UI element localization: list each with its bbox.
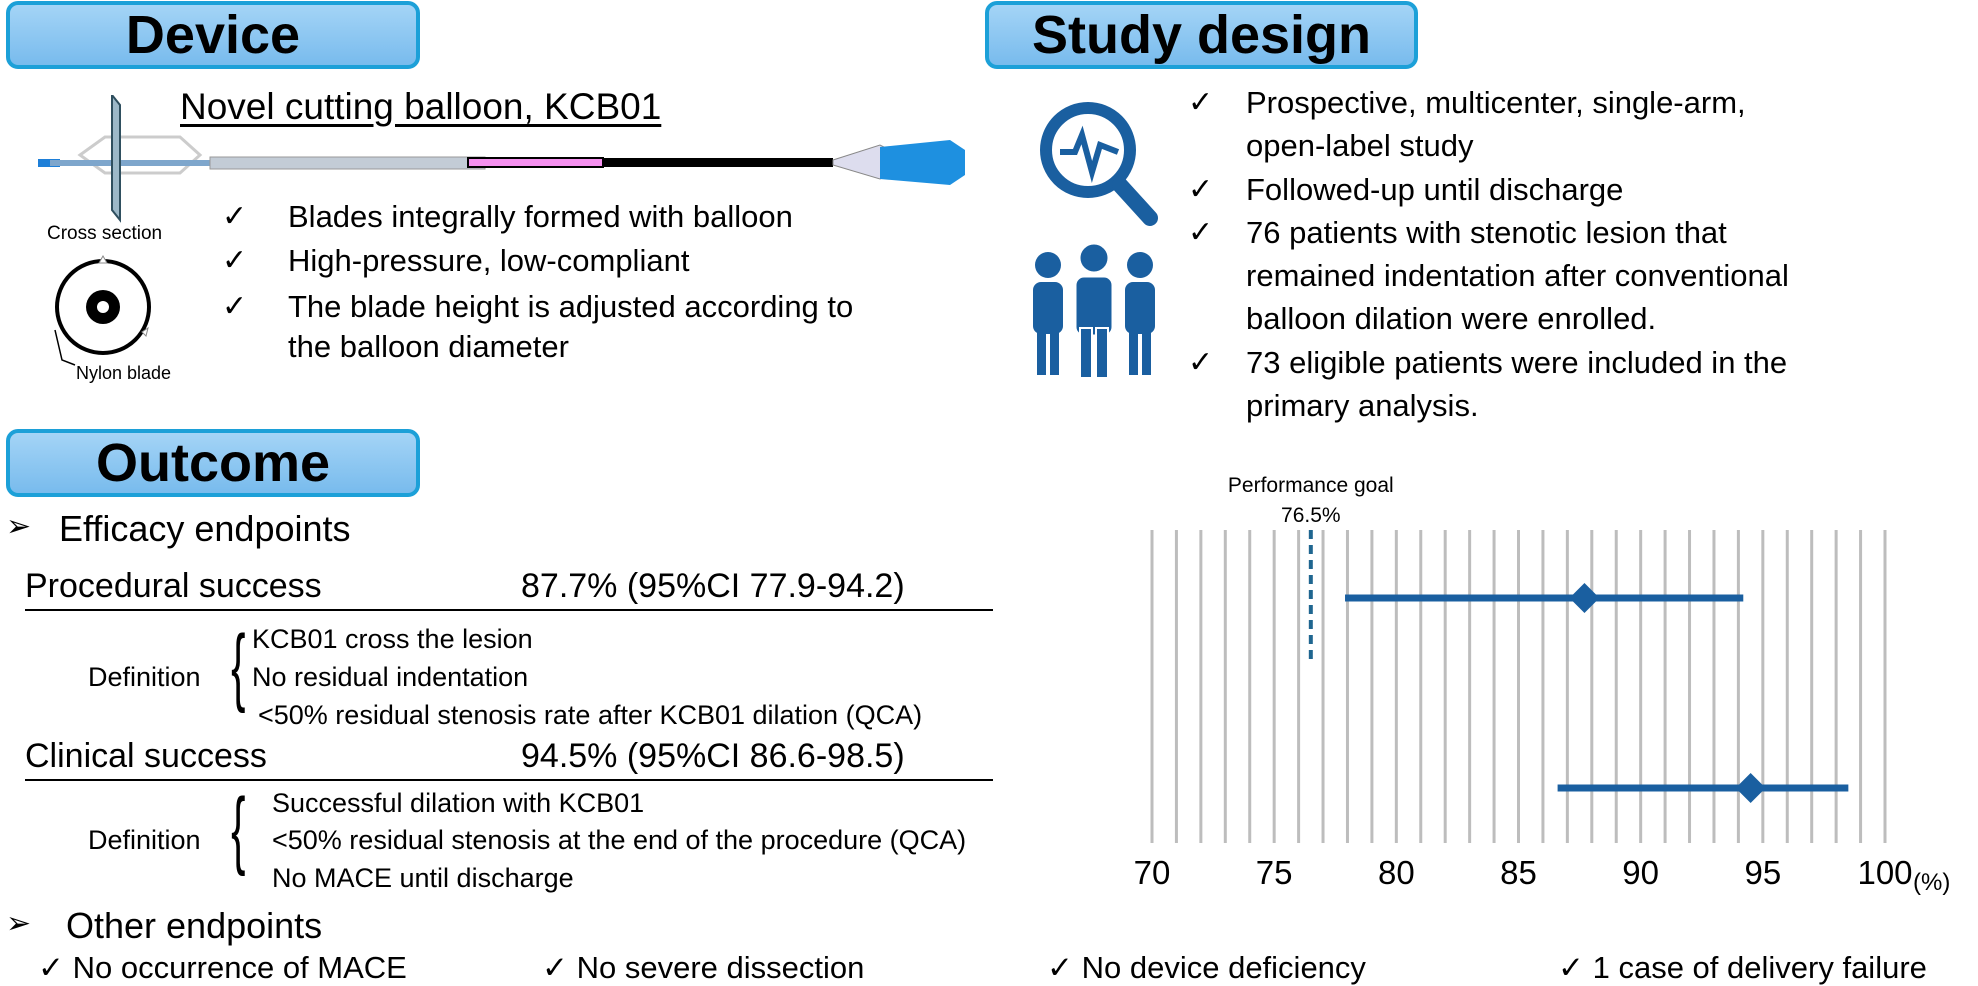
device-bullet: The blade height is adjusted according t… bbox=[288, 289, 854, 324]
study-design-header: Study design bbox=[985, 1, 1418, 69]
definition-item: No MACE until discharge bbox=[272, 863, 574, 893]
brace-icon: { bbox=[231, 781, 246, 877]
definition-item: KCB01 cross the lesion bbox=[252, 624, 533, 654]
definition-item: Successful dilation with KCB01 bbox=[272, 788, 645, 818]
other-endpoint-item: ✓ No severe dissection bbox=[542, 950, 864, 986]
study-icons bbox=[1033, 102, 1158, 379]
clinical-success-label: Clinical success bbox=[25, 737, 267, 775]
tick-label: 70 bbox=[1134, 854, 1171, 891]
check-icon: ✓ bbox=[1047, 950, 1073, 985]
study-bullet: Prospective, multicenter, single-arm, bbox=[1246, 85, 1746, 120]
other-endpoint-text: No occurrence of MACE bbox=[72, 950, 407, 985]
people-icon bbox=[1033, 241, 1155, 379]
performance-goal-label: Performance goal bbox=[1228, 474, 1394, 497]
tick-label: 75 bbox=[1256, 854, 1293, 891]
definition-item: <50% residual stenosis at the end of the… bbox=[272, 825, 967, 855]
check-icon: ✓ bbox=[1558, 950, 1584, 985]
other-endpoint-text: No severe dissection bbox=[576, 950, 865, 985]
definition-label: Definition bbox=[88, 825, 201, 855]
clinical-success-value: 94.5% (95%CI 86.6-98.5) bbox=[521, 737, 905, 775]
cross-section-label: Cross section bbox=[47, 223, 163, 244]
other-endpoint-item: ✓ No occurrence of MACE bbox=[38, 950, 407, 986]
device-bullet-cont: the balloon diameter bbox=[288, 329, 569, 364]
check-icon: ✓ bbox=[1188, 216, 1214, 249]
tick-label: 95 bbox=[1744, 854, 1781, 891]
device-bullet: Blades integrally formed with balloon bbox=[288, 199, 793, 234]
check-icon: ✓ bbox=[1188, 346, 1214, 379]
point-estimate-diamond bbox=[1735, 773, 1766, 803]
other-endpoint-item: ✓ No device deficiency bbox=[1047, 950, 1366, 986]
other-endpoint-text: No device deficiency bbox=[1081, 950, 1366, 985]
device-header: Device bbox=[6, 1, 420, 69]
cross-section-icon bbox=[54, 254, 151, 366]
clinical-success-row: Clinical success 94.5% (95%CI 86.6-98.5) bbox=[25, 737, 993, 781]
check-icon: ✓ bbox=[542, 950, 568, 985]
axis-unit: (%) bbox=[1913, 869, 1950, 896]
definition-item: No residual indentation bbox=[252, 662, 529, 692]
study-bullet: 76 patients with stenotic lesion that bbox=[1246, 215, 1727, 250]
performance-goal-value: 76.5% bbox=[1281, 504, 1341, 527]
outcome-header: Outcome bbox=[6, 429, 420, 497]
device-bullet: High-pressure, low-compliant bbox=[288, 243, 690, 278]
procedural-success-value: 87.7% (95%CI 77.9-94.2) bbox=[521, 567, 905, 605]
study-bullet: Followed-up until discharge bbox=[1246, 172, 1624, 207]
check-icon: ✓ bbox=[38, 950, 64, 985]
magnifier-chart-icon bbox=[1040, 102, 1158, 226]
arrow-bullet-icon: ➢ bbox=[6, 907, 32, 940]
other-endpoints-heading: Other endpoints bbox=[66, 905, 323, 946]
tick-label: 85 bbox=[1500, 854, 1537, 891]
check-icon: ✓ bbox=[222, 290, 248, 323]
study-bullet: 73 eligible patients were included in th… bbox=[1246, 345, 1788, 380]
other-endpoint-item: ✓ 1 case of delivery failure bbox=[1558, 950, 1927, 986]
definition-item: <50% residual stenosis rate after KCB01 … bbox=[258, 700, 923, 730]
catheter-illustration bbox=[38, 95, 965, 223]
tick-label: 90 bbox=[1622, 854, 1659, 891]
study-bullet-cont: primary analysis. bbox=[1246, 388, 1479, 423]
check-icon: ✓ bbox=[222, 200, 248, 233]
arrow-bullet-icon: ➢ bbox=[6, 510, 32, 543]
study-bullet-cont: balloon dilation were enrolled. bbox=[1246, 301, 1657, 336]
tick-label: 80 bbox=[1378, 854, 1415, 891]
point-estimate-diamond bbox=[1569, 583, 1600, 613]
check-icon: ✓ bbox=[222, 244, 248, 277]
check-icon: ✓ bbox=[1188, 173, 1214, 206]
study-bullet-cont: remained indentation after conventional bbox=[1246, 258, 1789, 293]
efficacy-endpoints-heading: Efficacy endpoints bbox=[59, 508, 351, 549]
study-bullet-cont: open-label study bbox=[1246, 128, 1474, 163]
procedural-success-label: Procedural success bbox=[25, 567, 322, 605]
tick-label: 100 bbox=[1857, 854, 1912, 891]
other-endpoint-text: 1 case of delivery failure bbox=[1592, 950, 1927, 985]
check-icon: ✓ bbox=[1188, 86, 1214, 119]
device-title: Novel cutting balloon, KCB01 bbox=[180, 86, 662, 127]
nylon-blade-label: Nylon blade bbox=[76, 363, 172, 383]
procedural-success-row: Procedural success 87.7% (95%CI 77.9-94.… bbox=[25, 567, 993, 611]
definition-label: Definition bbox=[88, 662, 201, 692]
brace-icon: { bbox=[231, 618, 246, 714]
